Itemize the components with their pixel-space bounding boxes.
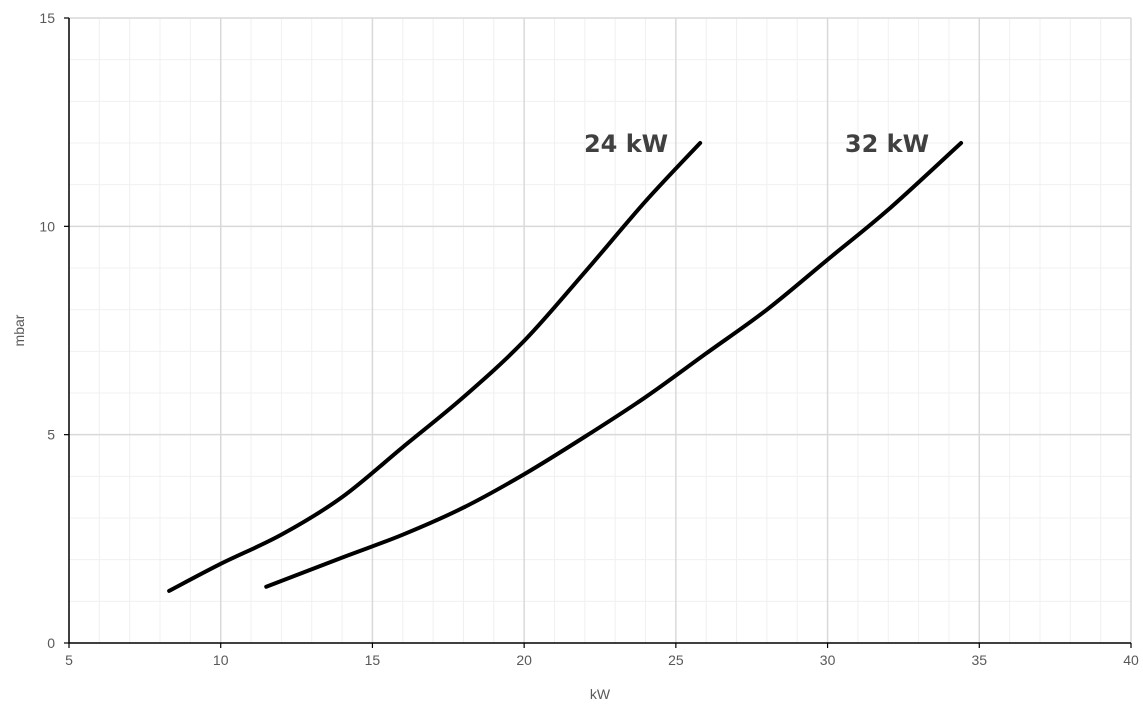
series-line-1 [167,141,703,593]
x-tick-label: 30 [820,652,836,668]
x-tick-label: 35 [971,652,987,668]
y-tick-label: 10 [39,218,55,234]
minor-grid [69,18,1131,643]
y-axis-title: mbar [11,314,27,346]
axes [68,18,1131,644]
x-axis-ticks: 5 10 15 20 25 30 35 40 [65,643,1139,668]
series-line-2 [264,141,964,589]
x-tick-label: 20 [516,652,532,668]
x-axis-title: kW [590,686,611,702]
x-tick-label: 15 [365,652,381,668]
series-label-1: 24 kW [584,130,668,158]
x-tick-label: 40 [1123,652,1139,668]
y-axis-ticks: 0 5 10 15 [39,10,69,651]
series-label-2: 32 kW [845,130,929,158]
x-tick-label: 5 [65,652,73,668]
y-tick-label: 15 [39,10,55,26]
y-tick-label: 0 [47,635,55,651]
series-lines [167,141,964,593]
series-labels: 24 kW 32 kW [584,130,929,158]
major-grid [69,17,1132,643]
x-tick-label: 25 [668,652,684,668]
x-tick-label: 10 [213,652,229,668]
y-tick-label: 5 [47,427,55,443]
